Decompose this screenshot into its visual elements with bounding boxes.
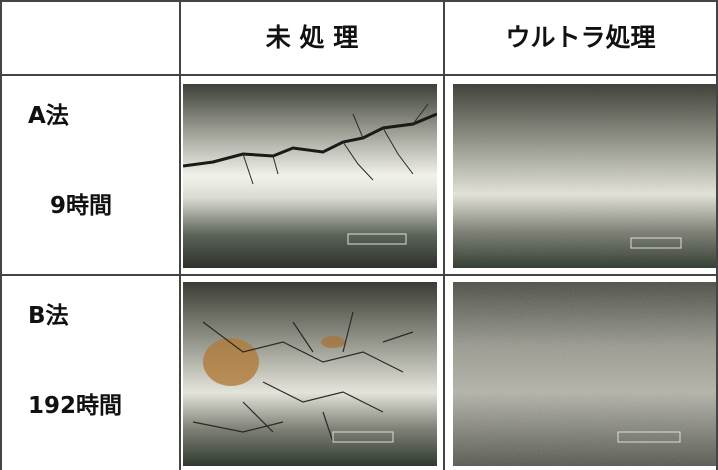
table-border	[0, 274, 718, 276]
time-label: 9時間	[50, 193, 113, 219]
time-label: 192時間	[28, 393, 123, 419]
table-border	[443, 0, 445, 470]
photo-untreated	[183, 282, 437, 466]
photo-treated	[453, 282, 716, 466]
photo-treated	[453, 84, 716, 268]
column-header: ウルトラ処理	[505, 23, 656, 52]
method-label: A法	[28, 103, 69, 129]
table-border	[716, 0, 718, 470]
table-border	[0, 0, 718, 2]
table-border	[0, 0, 2, 470]
table-border	[0, 74, 718, 76]
table-border	[179, 0, 181, 470]
column-header: 未 処 理	[265, 23, 359, 52]
method-label: B法	[28, 303, 69, 329]
photo-untreated	[183, 84, 437, 268]
